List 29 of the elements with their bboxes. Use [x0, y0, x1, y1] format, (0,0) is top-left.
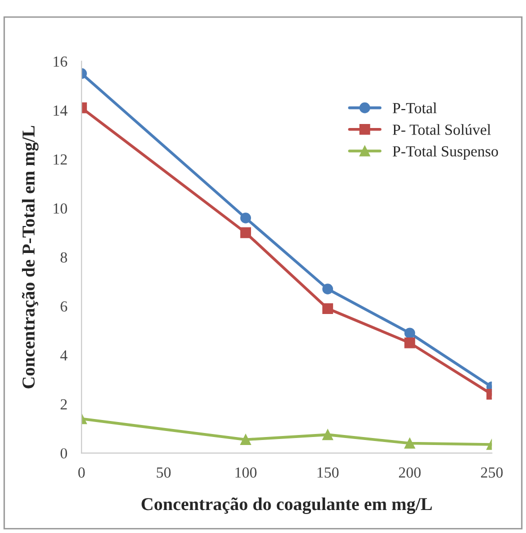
point: [404, 328, 416, 338]
y-tick-label: 8: [60, 252, 68, 263]
x-tick-label: 200: [398, 467, 421, 478]
y-tick-label: 14: [54, 105, 68, 116]
legend-label: P- Total Solúvel: [392, 124, 491, 135]
legend-label: P-Total: [392, 102, 437, 114]
y-tick-label: 0: [60, 448, 68, 458]
x-tick-label: 150: [318, 467, 339, 478]
point: [322, 303, 334, 314]
point: [404, 337, 416, 348]
y-tick-label: 10: [54, 203, 68, 214]
x-axis-title: Concentração do coagulante em mg/L: [142, 497, 432, 514]
point: [240, 212, 252, 224]
y-tick-label: 16: [54, 56, 68, 67]
y-tick-label: 4: [60, 350, 68, 360]
point: [240, 434, 252, 445]
x-tick-label: 50: [156, 467, 171, 478]
point: [404, 438, 416, 449]
y-axis-title: Concentração de P-Total em mg/L: [22, 126, 38, 388]
point: [322, 284, 334, 294]
y-tick-label: 2: [60, 399, 67, 410]
point: [322, 429, 334, 440]
y-tick-label: 12: [54, 154, 67, 165]
point: [240, 227, 252, 238]
y-tick-label: 6: [60, 301, 68, 312]
x-tick-label: 0: [78, 467, 85, 478]
legend-label: P-Total Suspenso: [392, 146, 498, 160]
x-tick-label: 100: [236, 467, 257, 478]
x-tick-label: 250: [481, 467, 503, 478]
